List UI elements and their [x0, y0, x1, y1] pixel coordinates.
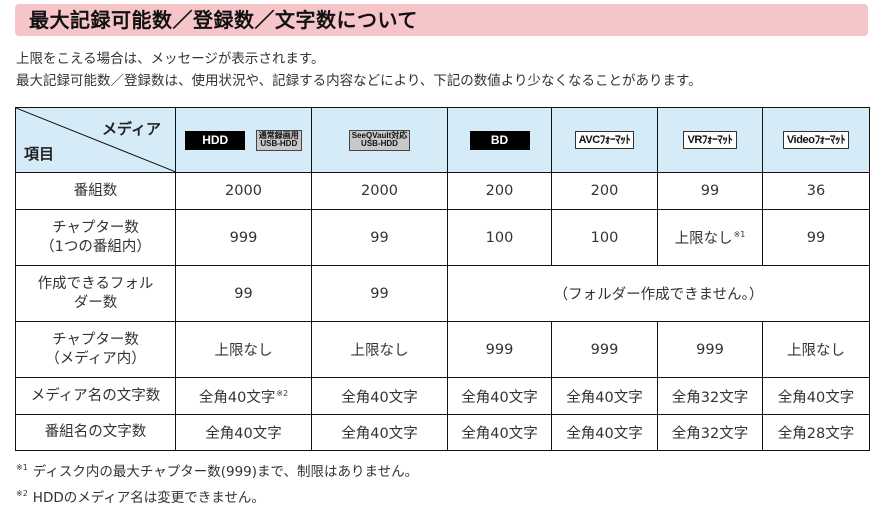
column-header-seeqvault: SeeQVault対応 USB-HDD [311, 107, 448, 173]
media-label: メディア [102, 120, 161, 138]
row-label: チャプター数 （メディア内） [15, 321, 176, 378]
table-cell: 全角40文字 [551, 377, 658, 415]
table-cell: 全角40文字 [175, 414, 312, 451]
page-title: 最大記録可能数／登録数／文字数について [29, 8, 418, 32]
table-cell: 全角40文字 [447, 414, 552, 451]
table-cell: 全角32文字 [657, 377, 763, 415]
table-cell: 全角40文字※2 [175, 377, 312, 415]
table-cell: 全角28文字 [762, 414, 870, 451]
table-cell: 2000 [175, 172, 312, 210]
column-header-bd: BD [447, 107, 552, 173]
table-cell: 2000 [311, 172, 448, 210]
intro-line: 最大記録可能数／登録数は、使用状況や、記録する内容などにより、下記の数値より少な… [16, 73, 702, 89]
table-row: 作成できるフォル ダー数 99 99 （フォルダー作成できません。） [15, 265, 870, 322]
table-cell: 全角40文字 [311, 377, 448, 415]
footnote-2: ※2 HDDのメディア名は変更できません。 [16, 483, 418, 509]
seeqvault-badge: SeeQVault対応 USB-HDD [348, 129, 411, 151]
table-cell: 上限なし [311, 321, 448, 378]
column-header-vr: VRﾌｫｰﾏｯﾄ [657, 107, 763, 173]
table-cell: 全角40文字 [447, 377, 552, 415]
row-label: メディア名の文字数 [15, 377, 176, 415]
footnote-mark: ※1 [16, 463, 28, 472]
column-header-video: Videoﾌｫｰﾏｯﾄ [762, 107, 870, 173]
video-format-badge: Videoﾌｫｰﾏｯﾄ [782, 131, 850, 149]
table-cell: 200 [447, 172, 552, 210]
column-header-avc: AVCﾌｫｰﾏｯﾄ [551, 107, 658, 173]
table-cell: 全角40文字 [551, 414, 658, 451]
table-cell: 999 [175, 209, 312, 266]
table-cell: 999 [657, 321, 763, 378]
row-label: 番組数 [15, 172, 176, 210]
table-cell: 上限なし [762, 321, 870, 378]
intro-line: 上限をこえる場合は、メッセージが表示されます。 [16, 51, 325, 67]
table-cell: 全角40文字 [311, 414, 448, 451]
column-header-hdd: HDD 通常録画用 USB-HDD [175, 107, 312, 173]
table-row: メディア名の文字数 全角40文字※2 全角40文字 全角40文字 全角40文字 … [15, 377, 870, 415]
table-row: 番組数 2000 2000 200 200 99 36 [15, 172, 870, 210]
table-cell: 99 [762, 209, 870, 266]
spec-table: メディア 項目 HDD 通常録画用 USB-HDD SeeQVault対応 US… [15, 107, 870, 451]
usb-hdd-badge: 通常録画用 USB-HDD [255, 129, 302, 151]
merged-cell: （フォルダー作成できません。） [447, 265, 870, 322]
table-cell: 36 [762, 172, 870, 210]
table-cell: 999 [551, 321, 658, 378]
title-banner: 最大記録可能数／登録数／文字数について [15, 4, 868, 36]
intro-text: 上限をこえる場合は、メッセージが表示されます。 最大記録可能数／登録数は、使用状… [16, 48, 702, 92]
table-cell: 99 [311, 209, 448, 266]
avc-format-badge: AVCﾌｫｰﾏｯﾄ [574, 131, 635, 149]
row-label: 番組名の文字数 [15, 414, 176, 451]
footnote-ref: ※1 [733, 230, 746, 239]
table-row: チャプター数 （メディア内） 上限なし 上限なし 999 999 999 上限な… [15, 321, 870, 378]
table-cell: 99 [311, 265, 448, 322]
footnotes: ※1 ディスク内の最大チャプター数(999)まで、制限はありません。 ※2 HDDの… [16, 457, 418, 509]
vr-format-badge: VRﾌｫｰﾏｯﾄ [683, 131, 737, 149]
table-row: 番組名の文字数 全角40文字 全角40文字 全角40文字 全角40文字 全角32… [15, 414, 870, 451]
footnote-text: HDDのメディア名は変更できません。 [32, 490, 265, 506]
table-cell: 999 [447, 321, 552, 378]
footnote-ref: ※2 [276, 388, 289, 398]
table-cell: 100 [447, 209, 552, 266]
footnote-text: ディスク内の最大チャプター数(999)まで、制限はありません。 [32, 464, 419, 480]
diagonal-divider [16, 108, 176, 172]
footnote-mark: ※2 [16, 489, 28, 498]
hdd-badge: HDD [185, 130, 246, 150]
table-cell: 99 [175, 265, 312, 322]
footnote-1: ※1 ディスク内の最大チャプター数(999)まで、制限はありません。 [16, 457, 418, 483]
row-label: チャプター数 （1つの番組内） [15, 209, 176, 266]
row-label: 作成できるフォル ダー数 [15, 265, 176, 322]
bd-badge: BD [469, 130, 530, 150]
table-cell: 全角32文字 [657, 414, 763, 451]
table-cell: 99 [657, 172, 763, 210]
table-cell: 上限なし※1 [657, 209, 763, 266]
table-cell: 全角40文字 [762, 377, 870, 415]
corner-header-cell: メディア 項目 [15, 107, 176, 173]
table-cell: 200 [551, 172, 658, 210]
table-row: チャプター数 （1つの番組内） 999 99 100 100 上限なし※1 99 [15, 209, 870, 266]
item-label: 項目 [24, 145, 55, 163]
table-cell: 上限なし [175, 321, 312, 378]
table-cell: 100 [551, 209, 658, 266]
table-header-row: メディア 項目 HDD 通常録画用 USB-HDD SeeQVault対応 US… [15, 107, 870, 173]
